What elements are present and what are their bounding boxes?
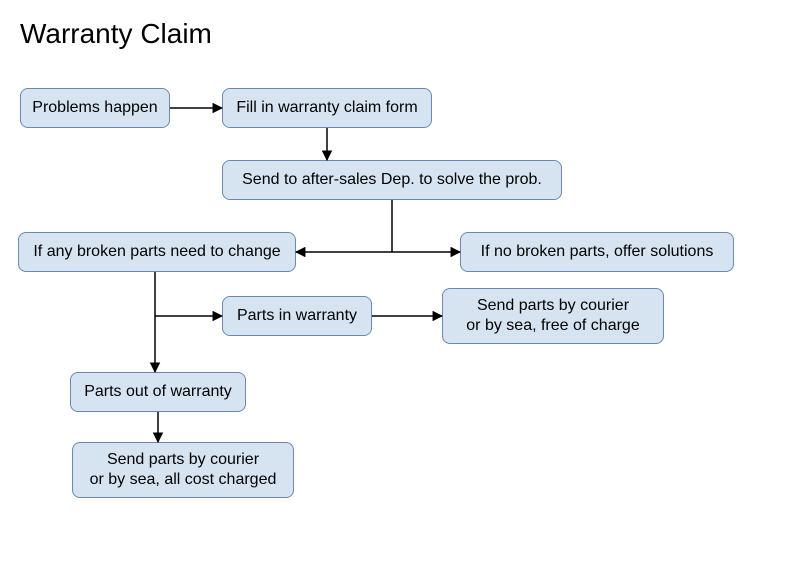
node-inwarranty: Parts in warranty [222,296,372,336]
node-outwarranty: Parts out of warranty [70,372,246,412]
node-fillform: Fill in warranty claim form [222,88,432,128]
node-sendfree: Send parts by courieror by sea, free of … [442,288,664,344]
node-sendcharged: Send parts by courieror by sea, all cost… [72,442,294,498]
node-sendafter: Send to after-sales Dep. to solve the pr… [222,160,562,200]
node-nobroken: If no broken parts, offer solutions [460,232,734,272]
node-problems: Problems happen [20,88,170,128]
node-broken: If any broken parts need to change [18,232,296,272]
page-title: Warranty Claim [20,18,212,50]
